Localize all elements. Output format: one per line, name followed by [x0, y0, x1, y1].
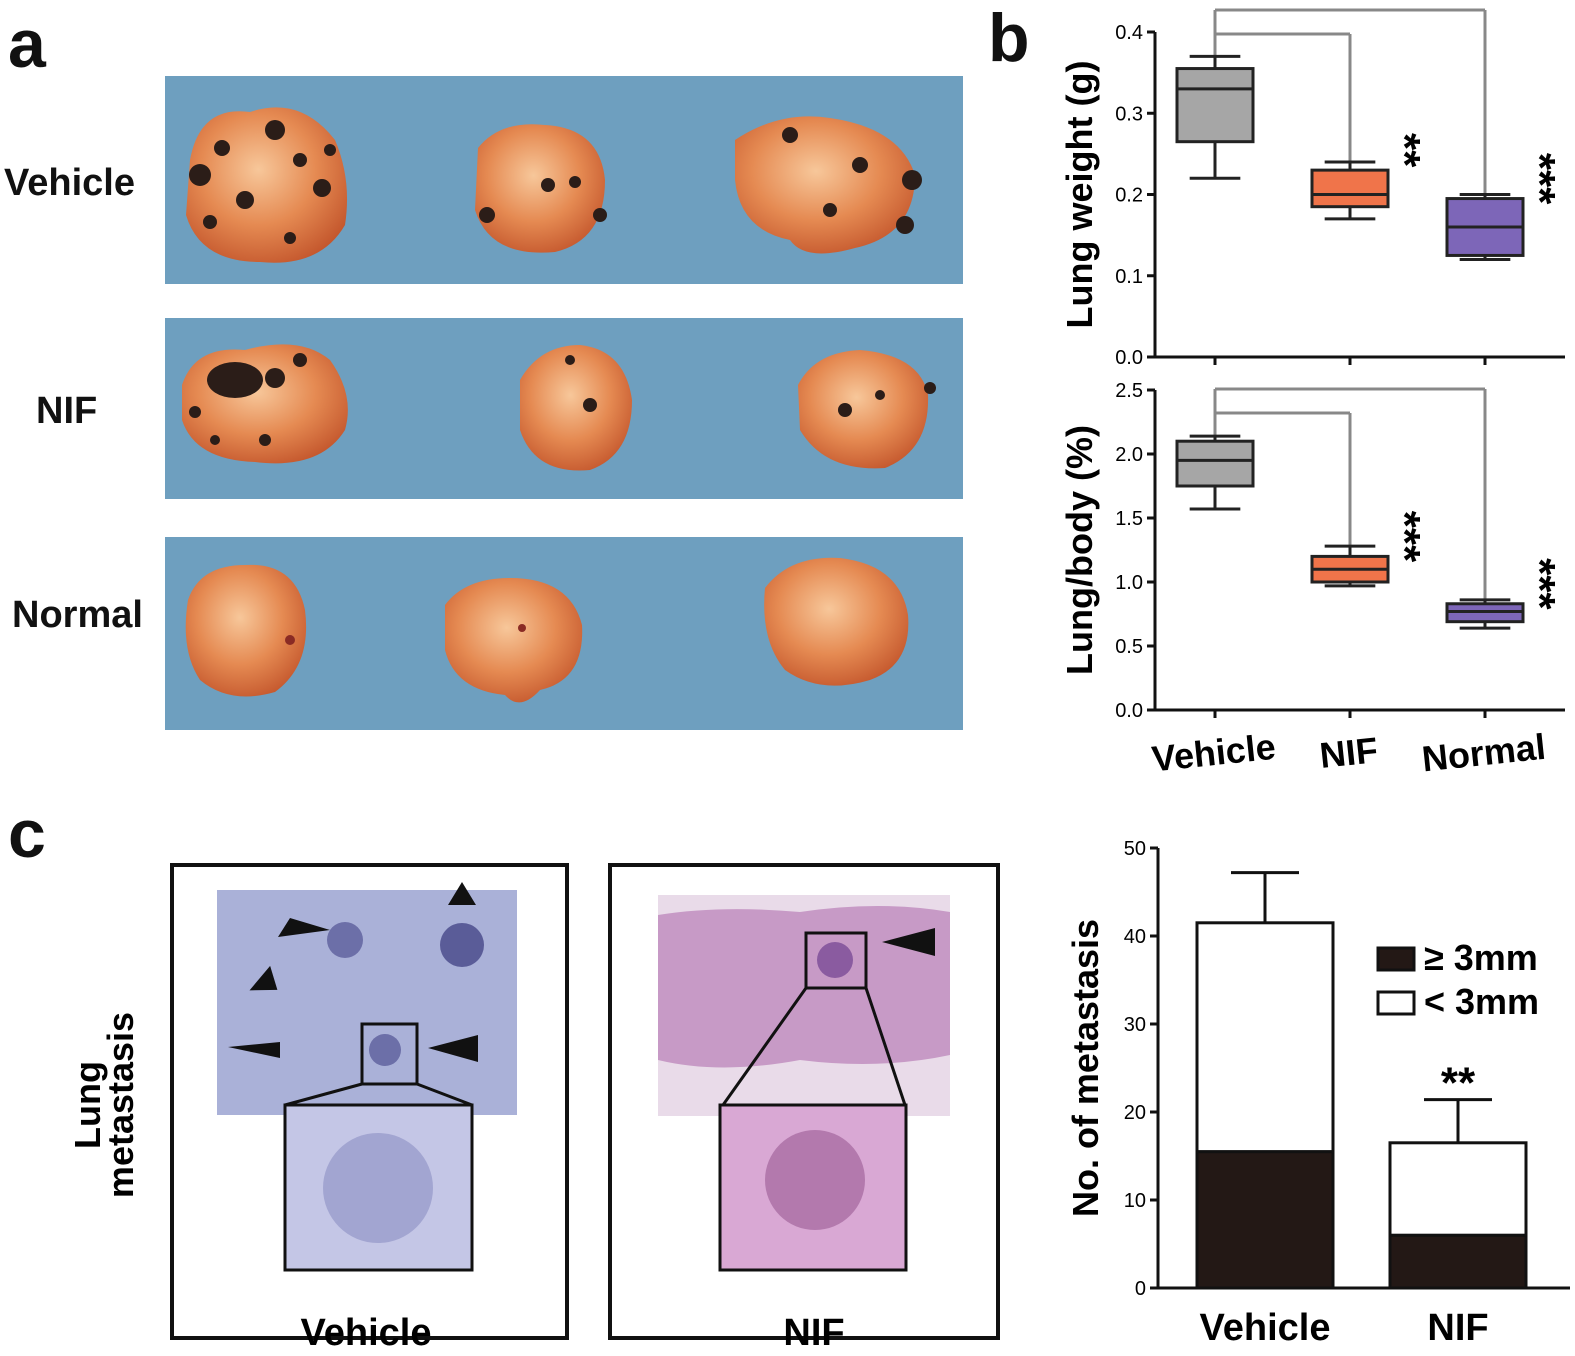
y-tick-label: 20: [1124, 1102, 1146, 1124]
legend-label: < 3mm: [1424, 981, 1539, 1022]
bar-segment: [1195, 1150, 1335, 1290]
y-tick-label: 0.3: [1115, 103, 1143, 125]
row-label-normal: Normal: [12, 594, 143, 636]
legend-swatch: [1376, 990, 1416, 1016]
lung-photos: [165, 76, 963, 730]
row-label-vehicle: Vehicle: [4, 162, 135, 204]
significance-marker: ***: [1515, 153, 1564, 205]
y-tick-label: 2.0: [1115, 444, 1143, 466]
bar-segment: [1388, 1233, 1528, 1290]
legend-label: ≥ 3mm: [1424, 937, 1538, 978]
y-tick-label: 2.5: [1115, 380, 1143, 402]
x-tick-label: NIF: [1427, 1307, 1488, 1349]
photo-nif: [165, 318, 963, 499]
histology-ylabel-line2: metastasis: [100, 1012, 141, 1198]
photo-vehicle: [165, 76, 963, 284]
significance-marker: **: [1441, 1059, 1476, 1108]
y-tick-label: 1.5: [1115, 508, 1143, 530]
histology-caption-vehicle: Vehicle: [301, 1312, 432, 1354]
y-tick-label: 0.5: [1115, 636, 1143, 658]
histology-images: Lung metastasis Vehicle NIF: [67, 863, 1000, 1354]
y-tick-label: 0.2: [1115, 185, 1143, 207]
panel-letter-b: b: [988, 0, 1030, 76]
x-tick-label: Normal: [1420, 726, 1548, 780]
y-tick-label: 40: [1124, 926, 1146, 948]
y-tick-label: 10: [1124, 1190, 1146, 1212]
bar-segment: [1195, 921, 1335, 1154]
box-vehicle: [1175, 439, 1255, 488]
box-nif: [1310, 168, 1390, 209]
panel-letter-a: a: [8, 6, 46, 82]
chart-metastasis-count: 0 10 20 30 40 50 No. of metastasis Vehicle NIF **…: [1065, 838, 1570, 1349]
x-tick-label: Vehicle: [1200, 1307, 1331, 1349]
y-tick-label: 30: [1124, 1014, 1146, 1036]
significance-marker: ***: [1515, 558, 1564, 610]
bar-segment: [1388, 1141, 1528, 1237]
x-tick-label: NIF: [1318, 729, 1380, 776]
y-tick-label: 50: [1124, 838, 1146, 860]
y-tick-label: 1.0: [1115, 572, 1143, 594]
legend-swatch: [1376, 946, 1416, 972]
y-axis-label: No. of metastasis: [1065, 919, 1106, 1217]
x-tick-label: Vehicle: [1150, 726, 1278, 780]
box-vehicle: [1175, 67, 1255, 144]
y-tick-label: 0.1: [1115, 266, 1143, 288]
y-tick-label: 0.4: [1115, 22, 1143, 44]
y-tick-label: 0: [1135, 1278, 1146, 1300]
histology-vehicle: [170, 863, 569, 1340]
chart-lung-body: 0.0 0.5 1.0 1.5 2.0 2.5 Lung/body (%) *** *** Veh…: [1059, 380, 1565, 780]
y-axis-label: Lung weight (g): [1059, 61, 1100, 329]
histology-ylabel-line1: Lung: [67, 1061, 108, 1149]
significance-marker: ***: [1380, 511, 1429, 563]
significance-marker: **: [1380, 133, 1429, 168]
row-label-nif: NIF: [36, 390, 98, 432]
photo-normal: [165, 537, 963, 730]
histology-nif: [608, 863, 1000, 1340]
y-tick-label: 0.0: [1115, 700, 1143, 722]
y-tick-label: 0.0: [1115, 347, 1143, 369]
histology-caption-nif: NIF: [783, 1312, 844, 1354]
y-axis-label: Lung/body (%): [1059, 425, 1100, 675]
panel-letter-c: c: [8, 796, 46, 872]
